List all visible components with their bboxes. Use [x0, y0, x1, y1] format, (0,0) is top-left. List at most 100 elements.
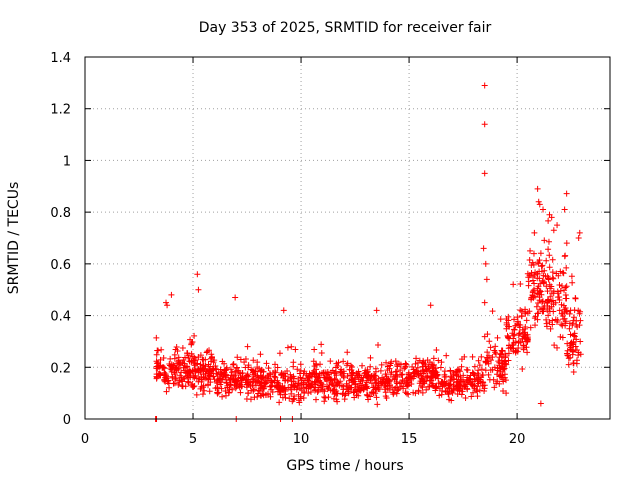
data-point: [496, 362, 503, 369]
data-point: [514, 314, 521, 321]
data-point: [280, 307, 287, 314]
data-point: [483, 276, 490, 283]
data-point: [241, 359, 248, 366]
data-point: [272, 374, 279, 381]
data-point: [205, 382, 212, 389]
data-point: [423, 373, 430, 380]
data-point: [445, 391, 452, 398]
data-point: [352, 376, 359, 383]
data-point: [328, 379, 335, 386]
data-point: [307, 388, 314, 395]
data-point: [174, 347, 181, 354]
data-point: [423, 386, 430, 393]
data-point: [433, 384, 440, 391]
data-point: [297, 393, 304, 400]
data-point: [202, 362, 209, 369]
data-point: [212, 363, 219, 370]
data-point: [160, 364, 167, 371]
y-tick-label: 0: [63, 413, 71, 428]
data-point: [531, 280, 538, 287]
data-point: [533, 303, 540, 310]
data-point: [318, 341, 325, 348]
data-point: [481, 121, 488, 128]
data-point: [563, 190, 570, 197]
data-point: [373, 307, 380, 314]
data-point: [331, 370, 338, 377]
data-point: [549, 297, 556, 304]
data-point: [217, 381, 224, 388]
data-point: [425, 383, 432, 390]
data-point: [549, 274, 556, 281]
data-point: [547, 325, 554, 332]
data-point: [435, 357, 442, 364]
data-point: [466, 375, 473, 382]
data-point: [387, 362, 394, 369]
x-axis-label: GPS time / hours: [286, 458, 403, 474]
data-point: [481, 170, 488, 177]
data-point: [288, 390, 295, 397]
data-point: [498, 357, 505, 364]
data-point: [315, 387, 322, 394]
data-point: [447, 368, 454, 375]
data-point: [154, 360, 161, 367]
data-point: [567, 307, 574, 314]
data-point: [531, 229, 538, 236]
y-tick-label: 0.6: [50, 258, 71, 273]
data-point: [194, 271, 201, 278]
data-point: [547, 293, 554, 300]
data-point: [351, 388, 358, 395]
data-point: [227, 381, 234, 388]
data-point: [543, 316, 550, 323]
data-point: [268, 386, 275, 393]
data-point: [485, 360, 492, 367]
data-point: [494, 334, 501, 341]
data-point: [484, 349, 491, 356]
data-point: [536, 289, 543, 296]
data-point: [541, 237, 548, 244]
data-point: [562, 304, 569, 311]
data-point: [535, 310, 542, 317]
data-point: [158, 346, 165, 353]
data-point: [434, 372, 441, 379]
data-point: [333, 364, 340, 371]
data-point: [403, 361, 410, 368]
data-point: [569, 279, 576, 286]
data-point: [517, 322, 524, 329]
data-point: [410, 389, 417, 396]
data-point: [284, 368, 291, 375]
data-point: [468, 381, 475, 388]
data-point: [519, 326, 526, 333]
data-point: [160, 354, 167, 361]
data-point: [243, 373, 250, 380]
data-point: [162, 372, 169, 379]
data-point: [538, 268, 545, 275]
data-point: [230, 360, 237, 367]
data-point: [378, 361, 385, 368]
data-point: [154, 347, 161, 354]
data-point: [512, 322, 519, 329]
data-point: [363, 391, 370, 398]
data-point: [554, 222, 561, 229]
data-point: [475, 357, 482, 364]
data-point: [263, 360, 270, 367]
data-point: [457, 368, 464, 375]
data-point: [481, 382, 488, 389]
data-point: [529, 277, 536, 284]
data-point: [356, 372, 363, 379]
data-point: [463, 379, 470, 386]
data-point: [186, 368, 193, 375]
data-point: [405, 391, 412, 398]
axis-ticks: 0 0.2 0.4 0.6 0.8 1 1.2 1.4 0 5 10 15 20: [50, 51, 610, 447]
data-point: [237, 389, 244, 396]
data-point: [335, 359, 342, 366]
data-point: [570, 360, 577, 367]
data-point: [458, 363, 465, 370]
data-point: [312, 373, 319, 380]
data-point: [570, 369, 577, 376]
y-tick-label: 0.8: [50, 206, 71, 221]
data-point: [227, 376, 234, 383]
data-point: [512, 339, 519, 346]
data-point: [501, 365, 508, 372]
data-point: [193, 391, 200, 398]
data-point: [204, 348, 211, 355]
